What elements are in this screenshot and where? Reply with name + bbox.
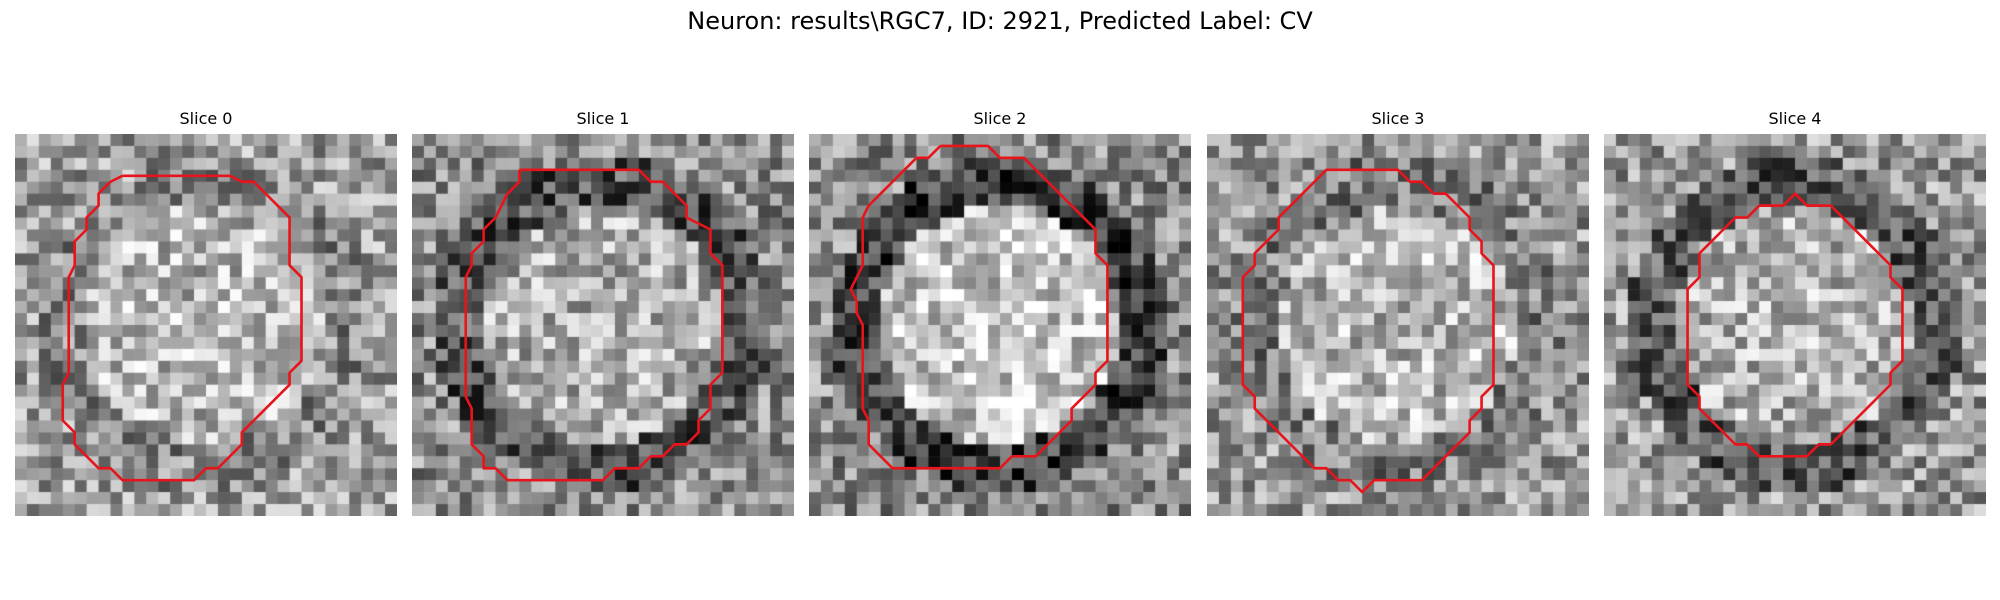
slice-panel-0: Slice 0 [15, 109, 397, 516]
slice-title: Slice 0 [179, 109, 233, 128]
roi-contour [464, 168, 724, 482]
slice-panel-1: Slice 1 [412, 109, 794, 516]
slice-image [1207, 134, 1589, 516]
roi-contour [849, 144, 1109, 470]
roi-contour-overlay [849, 144, 1109, 470]
slice-image [412, 134, 794, 516]
slice-title: Slice 2 [973, 109, 1027, 128]
slice-panel-2: Slice 2 [809, 109, 1191, 516]
slice-panel-3: Slice 3 [1207, 109, 1589, 516]
roi-contour-overlay [1241, 168, 1495, 494]
roi-contour [1241, 168, 1495, 494]
slice-title: Slice 3 [1371, 109, 1425, 128]
roi-contour [1686, 192, 1904, 458]
figure-title: Neuron: results\RGC7, ID: 2921, Predicte… [687, 7, 1313, 35]
slice-title: Slice 4 [1768, 109, 1822, 128]
slice-image [809, 134, 1191, 516]
roi-contour [61, 174, 303, 482]
roi-contour-overlay [464, 168, 724, 482]
slice-title: Slice 1 [576, 109, 630, 128]
slice-image [15, 134, 397, 516]
roi-contour-overlay [1686, 192, 1904, 458]
slice-panel-4: Slice 4 [1604, 109, 1986, 516]
roi-contour-overlay [61, 174, 303, 482]
slice-image [1604, 134, 1986, 516]
